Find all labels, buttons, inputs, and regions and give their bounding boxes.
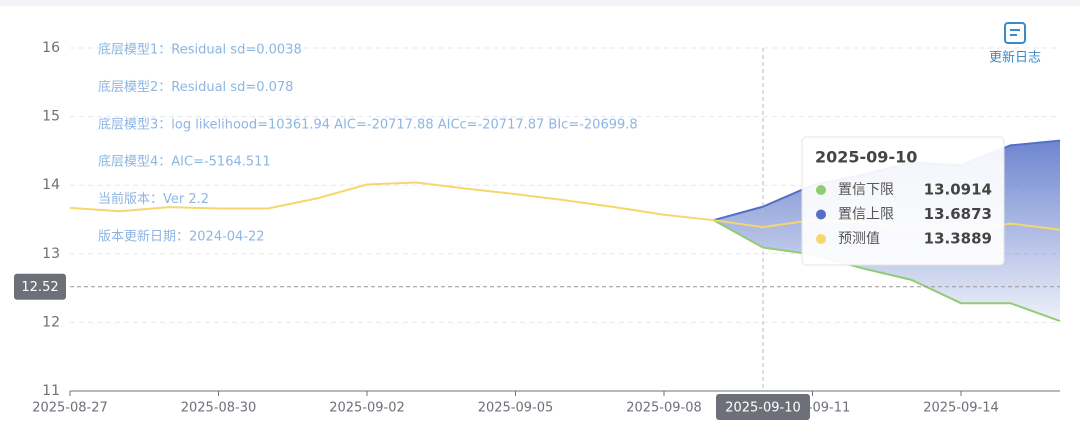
y-tick-label: 14 (42, 177, 60, 193)
tooltip-value: 13.3889 (924, 230, 992, 248)
x-tick-label: 2025-08-30 (181, 401, 257, 416)
pointer-y-label-box (14, 273, 66, 300)
y-tick-label: 13 (42, 246, 60, 262)
legend-dot (816, 234, 826, 244)
pointer-y-label: 12.52 (21, 280, 58, 295)
series-line (713, 219, 1061, 322)
annotation: 版本更新日期：2024-04-22 (98, 229, 265, 245)
y-tick-label: 12 (42, 314, 60, 330)
x-tick-label: 2025-08-27 (32, 401, 108, 416)
annotation: 当前版本：Ver 2.2 (98, 191, 209, 207)
annotation: 底层模型4：AIC=-5164.511 (98, 154, 271, 170)
x-tick-label: 2025-09-14 (923, 401, 999, 416)
tooltip-value: 13.0914 (924, 181, 992, 199)
x-tick-label: 2025-09-05 (478, 401, 554, 416)
y-tick-label: 15 (42, 109, 60, 125)
tooltip-value: 13.6873 (924, 205, 992, 223)
annotation: 底层模型1：Residual sd=0.0038 (98, 42, 302, 58)
legend-dot (816, 185, 826, 195)
legend-label: 置信上限 (838, 207, 894, 223)
legend-dot (816, 209, 826, 220)
annotation: 底层模型2：Residual sd=0.078 (98, 79, 293, 95)
tooltip: 2025-09-10 置信下限 13.0914 置信上限 13.6873 预测值 13.38… (801, 136, 1005, 266)
y-tick-label: 16 (42, 40, 60, 56)
tooltip-box (801, 136, 1005, 266)
legend-label: 置信下限 (838, 182, 894, 198)
toolbar-label[interactable]: 更新日志 (989, 50, 1041, 66)
pointer-x-label: 2025-09-10 (725, 401, 801, 416)
x-tick-label: 2025-09-02 (329, 401, 405, 416)
pointer-x-label-box (716, 394, 810, 420)
top-strip (0, 0, 1080, 6)
legend-label: 预测值 (838, 231, 880, 247)
log-icon[interactable] (1004, 22, 1026, 44)
toolbar-button[interactable]: 更新日志 (989, 22, 1041, 66)
annotation: 底层模型3：log likelihood=10361.94 AIC=-20717… (98, 116, 638, 132)
y-tick-label: 11 (42, 383, 60, 399)
x-tick-label: 2025-09-08 (626, 401, 702, 416)
tooltip-title: 2025-09-10 (815, 148, 917, 167)
